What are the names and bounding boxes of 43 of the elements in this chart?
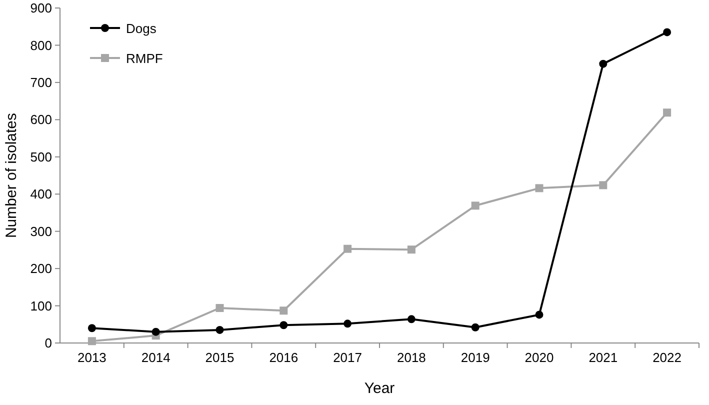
y-tick-label: 0 [44, 336, 52, 351]
point [663, 108, 672, 117]
point [471, 323, 480, 332]
point [280, 306, 288, 315]
x-tick-label: 2020 [524, 350, 554, 365]
x-tick-label: 2021 [588, 350, 618, 365]
x-tick-label: 2014 [141, 350, 170, 365]
x-tick-label: 2022 [652, 350, 682, 365]
x-tick-label: 2013 [77, 350, 106, 365]
point [535, 184, 544, 192]
x-tick-label: 2018 [396, 350, 426, 365]
point [663, 28, 672, 36]
y-tick-label: 700 [30, 74, 52, 90]
point [535, 310, 544, 319]
point [407, 246, 416, 254]
point [599, 60, 608, 68]
point [88, 324, 96, 332]
point [152, 328, 160, 336]
legend-label: RMPF [126, 51, 163, 66]
x-tick-label: 2016 [269, 350, 298, 365]
y-tick-label: 800 [30, 38, 52, 53]
point [599, 181, 608, 190]
legend-label: Dogs [126, 21, 157, 36]
point [407, 315, 416, 324]
y-tick-label: 600 [30, 112, 52, 128]
point [344, 320, 352, 328]
x-axis-title: Year [364, 380, 395, 397]
y-axis-title: Number of isolates [3, 112, 20, 238]
x-tick-label: 2015 [205, 350, 234, 365]
point [344, 244, 352, 253]
y-tick-label: 400 [30, 186, 52, 202]
y-tick-label: 200 [30, 261, 52, 276]
x-tick-label: 2017 [333, 350, 362, 365]
point [471, 202, 480, 210]
x-tick-label: 2019 [460, 350, 490, 365]
y-tick-label: 100 [30, 298, 52, 314]
point [280, 321, 288, 330]
point [216, 326, 224, 334]
point [88, 337, 96, 346]
y-tick-label: 900 [30, 0, 52, 16]
y-tick-label: 300 [30, 224, 52, 239]
y-tick-label: 500 [30, 149, 52, 164]
point [216, 304, 224, 312]
